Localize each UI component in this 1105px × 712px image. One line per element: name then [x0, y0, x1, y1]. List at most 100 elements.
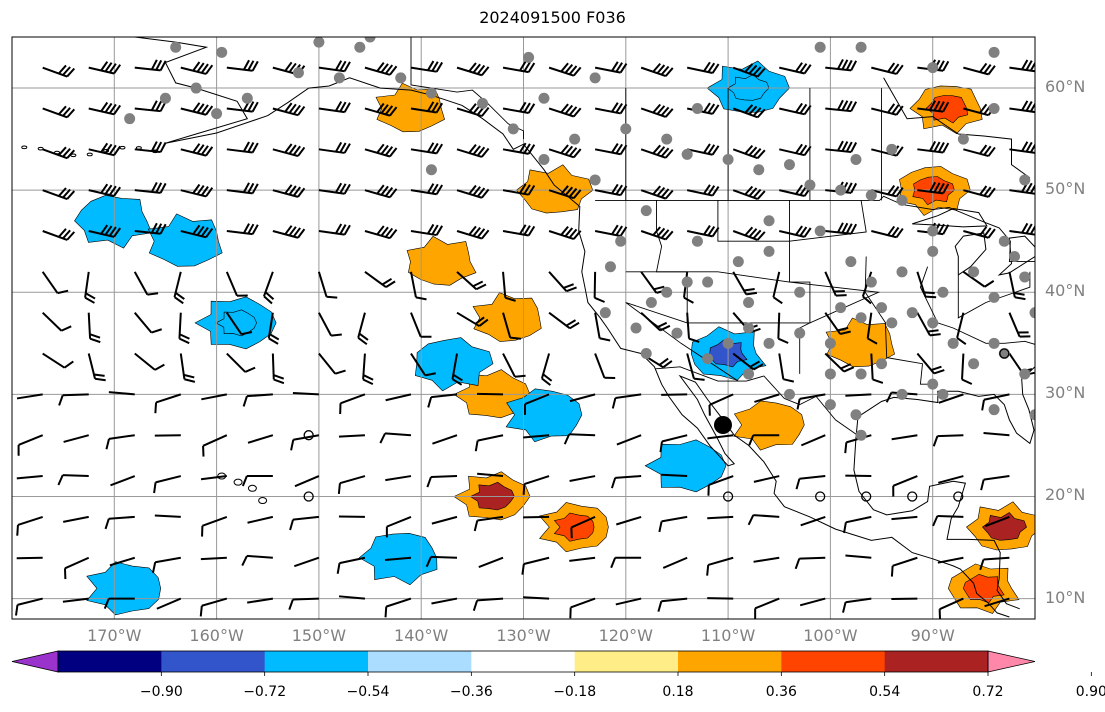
barb-tick — [16, 524, 19, 536]
station-dot — [313, 37, 325, 48]
barb-tick — [656, 64, 666, 74]
barb-tick — [887, 184, 896, 195]
station-dot — [292, 67, 304, 79]
wind-barb — [502, 353, 526, 378]
barb-tick — [564, 64, 574, 74]
barb-staff — [225, 271, 238, 297]
wind-barb — [318, 352, 346, 375]
wind-barb — [594, 353, 616, 379]
barb-staff — [431, 515, 458, 525]
barb-tick — [711, 104, 720, 115]
station-dot — [1009, 251, 1021, 263]
barb-tick — [339, 183, 347, 194]
positive-core — [982, 512, 1027, 541]
barb-tick — [384, 105, 394, 116]
station-dot — [783, 388, 795, 400]
station-dot — [743, 368, 755, 380]
barb-tick — [837, 140, 844, 152]
barb-tick — [929, 100, 937, 111]
barb-tick — [850, 60, 858, 71]
barb-tick — [66, 108, 76, 119]
coastline — [997, 235, 1035, 276]
station-dot — [865, 276, 877, 288]
wind-barb — [364, 271, 396, 288]
barb-tick — [703, 143, 711, 154]
wind-barb — [754, 597, 780, 619]
barb-tick — [108, 144, 117, 155]
barb-tick — [362, 378, 374, 386]
longitude-label: 110°W — [700, 626, 756, 645]
barb-tick — [619, 144, 628, 155]
barb-tick — [94, 377, 106, 382]
barb-tick — [435, 143, 444, 154]
wind-barb — [16, 515, 43, 536]
barb-tick — [334, 369, 346, 375]
barb-tick — [845, 141, 853, 153]
station-open — [953, 491, 964, 502]
barb-tick — [660, 65, 670, 76]
barb-tick — [357, 336, 368, 346]
barb-staff — [293, 434, 320, 441]
barb-tick — [1029, 61, 1035, 72]
wind-barb — [748, 434, 780, 446]
barb-staff — [523, 596, 550, 600]
barb-tick — [795, 102, 803, 113]
wind-barb — [569, 597, 596, 619]
barb-staff — [155, 475, 182, 484]
station-dot — [640, 205, 652, 217]
station-dot — [1019, 271, 1031, 283]
barb-tick — [979, 103, 988, 114]
longitude-label: 100°W — [803, 626, 858, 645]
barb-tick — [297, 146, 306, 157]
barb-tick — [842, 601, 847, 613]
barb-staff — [569, 393, 596, 403]
wind-barb — [794, 556, 826, 570]
barb-tick — [268, 337, 279, 345]
barb-tick — [703, 61, 711, 72]
barb-staff — [18, 434, 44, 446]
barb-tick — [288, 185, 297, 196]
station-dot — [855, 368, 867, 380]
barb-tick — [564, 186, 574, 197]
barb-tick — [772, 296, 783, 305]
station-dot — [855, 41, 867, 53]
barb-staff — [385, 597, 412, 608]
barb-staff — [570, 515, 596, 529]
wind-barb — [385, 475, 412, 482]
wind-barb — [133, 271, 159, 296]
wind-barb — [226, 141, 259, 154]
barb-staff — [226, 352, 246, 373]
wind-barb — [686, 312, 700, 343]
wind-barb — [241, 475, 273, 487]
barb-staff — [961, 353, 965, 380]
barb-tick — [100, 183, 109, 194]
wind-barb — [154, 393, 182, 414]
island — [258, 497, 268, 505]
barb-tick — [929, 333, 941, 337]
wind-barb — [916, 352, 945, 375]
barb-tick — [264, 291, 275, 301]
station-dot — [886, 143, 898, 155]
barb-tick — [150, 100, 158, 111]
barb-tick — [615, 143, 623, 154]
map-title: 2024091500 F036 — [479, 8, 626, 27]
barb-staff — [292, 597, 319, 601]
barb-tick — [752, 107, 762, 117]
wind-barb — [932, 514, 964, 527]
barb-tick — [711, 145, 720, 156]
wind-barb — [364, 184, 398, 199]
barb-tick — [703, 225, 711, 236]
wind-barb — [410, 183, 444, 196]
map-frame — [11, 36, 1036, 620]
station-dot — [850, 154, 862, 166]
barb-tick — [703, 184, 711, 195]
barb-tick — [58, 394, 64, 406]
wind-barb — [153, 475, 182, 494]
barb-tick — [380, 226, 389, 237]
station-dot — [211, 108, 223, 120]
station-dot — [998, 235, 1010, 247]
barb-tick — [100, 142, 109, 153]
barb-staff — [800, 434, 826, 447]
barb-staff — [754, 393, 780, 403]
wind-barb — [133, 312, 163, 334]
